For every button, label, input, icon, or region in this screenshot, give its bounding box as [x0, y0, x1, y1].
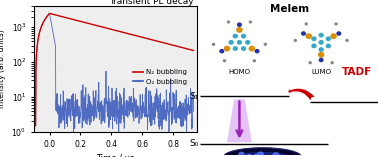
Circle shape — [242, 34, 246, 38]
Text: HOMO: HOMO — [228, 69, 251, 75]
Circle shape — [223, 60, 226, 62]
Circle shape — [273, 153, 279, 157]
Circle shape — [233, 47, 237, 50]
Circle shape — [233, 34, 237, 38]
Circle shape — [337, 32, 341, 35]
Circle shape — [238, 23, 241, 26]
Circle shape — [309, 62, 311, 64]
Circle shape — [235, 156, 240, 157]
Polygon shape — [227, 99, 252, 142]
Circle shape — [258, 152, 263, 157]
Circle shape — [302, 32, 305, 35]
Circle shape — [229, 41, 233, 44]
Circle shape — [225, 46, 229, 51]
Circle shape — [312, 44, 316, 48]
Circle shape — [242, 47, 246, 50]
Circle shape — [212, 43, 215, 45]
Y-axis label: Intensity (arb. units): Intensity (arb. units) — [0, 30, 6, 108]
Circle shape — [306, 34, 311, 38]
Circle shape — [265, 156, 271, 157]
Circle shape — [249, 46, 254, 51]
Circle shape — [249, 21, 251, 23]
Circle shape — [264, 43, 266, 45]
Circle shape — [319, 48, 323, 51]
Text: TADF: TADF — [342, 67, 372, 77]
Circle shape — [319, 41, 323, 44]
Circle shape — [246, 41, 250, 44]
Circle shape — [228, 21, 229, 23]
Circle shape — [326, 37, 330, 41]
X-axis label: Time / μs: Time / μs — [96, 154, 135, 157]
Text: LUMO: LUMO — [311, 69, 331, 75]
Circle shape — [326, 44, 330, 48]
Circle shape — [319, 33, 323, 37]
Circle shape — [335, 23, 337, 25]
Circle shape — [294, 39, 296, 41]
Circle shape — [239, 152, 244, 157]
Circle shape — [277, 155, 283, 157]
Circle shape — [254, 154, 259, 157]
Circle shape — [312, 37, 316, 41]
Text: Transient PL decay: Transient PL decay — [109, 0, 193, 6]
Text: S₀: S₀ — [189, 139, 198, 148]
Circle shape — [237, 28, 242, 32]
Circle shape — [331, 34, 336, 38]
Circle shape — [346, 39, 348, 41]
Ellipse shape — [223, 148, 302, 157]
Circle shape — [319, 58, 323, 62]
Text: S₁: S₁ — [189, 92, 198, 101]
Circle shape — [319, 53, 324, 57]
Circle shape — [305, 23, 307, 25]
Circle shape — [255, 50, 259, 53]
Circle shape — [220, 50, 223, 53]
Circle shape — [331, 62, 333, 64]
Legend: N₂ bubbling, O₂ bubbling: N₂ bubbling, O₂ bubbling — [130, 66, 190, 87]
Circle shape — [237, 41, 242, 44]
Text: Melem: Melem — [270, 4, 309, 14]
Ellipse shape — [235, 152, 290, 157]
Circle shape — [253, 60, 256, 62]
Circle shape — [247, 154, 251, 157]
